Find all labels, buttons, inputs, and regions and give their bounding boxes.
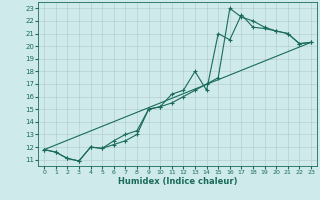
- X-axis label: Humidex (Indice chaleur): Humidex (Indice chaleur): [118, 177, 237, 186]
